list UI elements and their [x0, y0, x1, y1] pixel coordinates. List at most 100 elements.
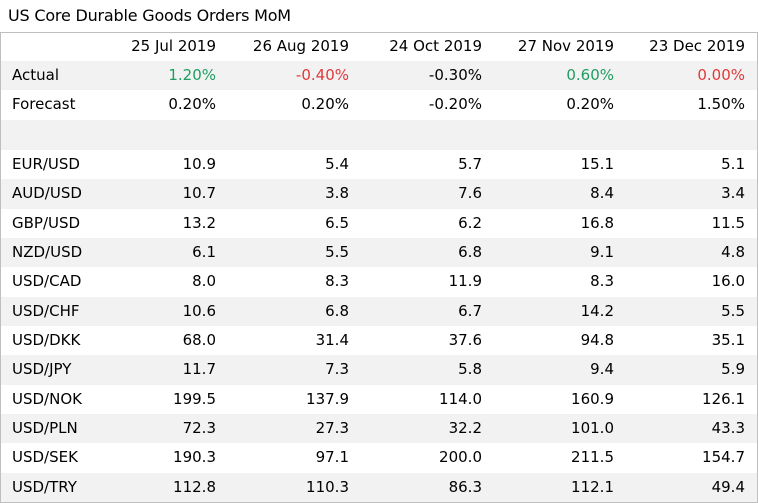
- pair-value: 94.8: [580, 331, 614, 350]
- row-label: Forecast: [12, 95, 76, 114]
- column-header: 25 Jul 2019: [131, 37, 216, 55]
- pair-value: 16.8: [580, 213, 614, 232]
- pair-value: 5.4: [325, 155, 349, 174]
- actual-row: Actual 1.20% -0.40% -0.30% 0.60% 0.00%: [0, 61, 757, 91]
- table-row: USD/PLN 72.3 27.3 32.2 101.0 43.3: [0, 413, 757, 444]
- pair-value: 160.9: [571, 389, 614, 408]
- table-row: AUD/USD 10.7 3.8 7.6 8.4 3.4: [0, 179, 757, 209]
- row-label: Actual: [0, 61, 98, 91]
- pair-value: 32.2: [361, 413, 494, 444]
- pair-value: 9.4: [494, 355, 626, 385]
- pair-value: 190.3: [173, 448, 216, 467]
- pair-value: 112.1: [494, 472, 626, 502]
- actual-value: 0.60%: [494, 61, 626, 91]
- table-row: GBP/USD 13.2 6.5 6.2 16.8 11.5: [0, 209, 757, 238]
- pair-value: 8.0: [192, 272, 216, 291]
- pair-value: 11.5: [711, 213, 745, 232]
- table-row: USD/SEK 190.3 97.1 200.0 211.5 154.7: [0, 443, 757, 472]
- pair-value: 9.1: [494, 237, 626, 268]
- column-header: 27 Nov 2019: [517, 37, 614, 55]
- pair-value: 43.3: [626, 413, 757, 444]
- table-row: USD/CAD 8.0 8.3 11.9 8.3 16.0: [0, 267, 757, 296]
- pair-label: USD/CHF: [0, 296, 98, 326]
- pair-value: 126.1: [702, 389, 745, 408]
- pair-value: 6.8: [361, 237, 494, 268]
- pair-value: 4.8: [626, 237, 757, 268]
- pair-value: 37.6: [448, 331, 482, 350]
- table-row: USD/JPY 11.7 7.3 5.8 9.4 5.9: [0, 355, 757, 385]
- pair-value: 101.0: [494, 413, 626, 444]
- pair-value: 11.7: [98, 355, 228, 385]
- pair-value: 49.4: [626, 472, 757, 502]
- pair-label: USD/PLN: [0, 413, 98, 444]
- column-header: 23 Dec 2019: [649, 37, 745, 55]
- pair-value: 199.5: [173, 389, 216, 408]
- forecast-value: 0.20%: [168, 95, 216, 114]
- pair-label: EUR/USD: [12, 155, 80, 174]
- forecast-value: 0.20%: [566, 95, 614, 114]
- pair-value: 211.5: [571, 448, 614, 467]
- pair-value: 10.7: [98, 179, 228, 209]
- pair-label: USD/NOK: [12, 389, 82, 408]
- table-row: USD/DKK 68.0 31.4 37.6 94.8 35.1: [0, 326, 757, 355]
- pair-value: 6.7: [361, 296, 494, 326]
- pair-value: 6.8: [228, 296, 361, 326]
- pair-value: 200.0: [439, 448, 482, 467]
- pair-value: 6.5: [325, 213, 349, 232]
- pair-value: 8.4: [494, 179, 626, 209]
- forecast-value: 1.50%: [697, 95, 745, 114]
- header-corner: [0, 32, 98, 61]
- pair-value: 5.8: [361, 355, 494, 385]
- pair-value: 72.3: [98, 413, 228, 444]
- pair-value: 6.1: [98, 237, 228, 268]
- pair-value: 3.4: [626, 179, 757, 209]
- pair-value: 31.4: [315, 331, 349, 350]
- column-header: 26 Aug 2019: [252, 37, 349, 55]
- actual-value: 1.20%: [98, 61, 228, 91]
- pair-value: 5.1: [721, 155, 745, 174]
- table-title: US Core Durable Goods Orders MoM: [8, 6, 291, 25]
- pair-value: 8.3: [325, 272, 349, 291]
- actual-value: -0.40%: [228, 61, 361, 91]
- pair-value: 68.0: [182, 331, 216, 350]
- forecast-value: 0.20%: [301, 95, 349, 114]
- pair-label: AUD/USD: [0, 179, 98, 209]
- pair-label: USD/SEK: [12, 448, 78, 467]
- pair-value: 5.5: [626, 296, 757, 326]
- pair-value: 97.1: [315, 448, 349, 467]
- header-row: 25 Jul 2019 26 Aug 2019 24 Oct 2019 27 N…: [0, 32, 757, 61]
- pair-label: USD/CAD: [12, 272, 82, 291]
- pair-value: 14.2: [494, 296, 626, 326]
- table-row: USD/CHF 10.6 6.8 6.7 14.2 5.5: [0, 296, 757, 326]
- pair-value: 35.1: [711, 331, 745, 350]
- pair-label: USD/DKK: [12, 331, 81, 350]
- pair-value: 10.6: [98, 296, 228, 326]
- pair-value: 7.3: [228, 355, 361, 385]
- pair-label: USD/JPY: [0, 355, 98, 385]
- data-table: 25 Jul 2019 26 Aug 2019 24 Oct 2019 27 N…: [0, 32, 757, 502]
- pair-value: 110.3: [228, 472, 361, 502]
- pair-value: 15.1: [580, 155, 614, 174]
- pair-value: 114.0: [439, 389, 482, 408]
- pair-value: 137.9: [306, 389, 349, 408]
- actual-value: -0.30%: [361, 61, 494, 91]
- table-row: NZD/USD 6.1 5.5 6.8 9.1 4.8: [0, 237, 757, 268]
- table-row: EUR/USD 10.9 5.4 5.7 15.1 5.1: [0, 150, 757, 179]
- pair-value: 5.7: [458, 155, 482, 174]
- actual-value: 0.00%: [626, 61, 757, 91]
- table-row: USD/NOK 199.5 137.9 114.0 160.9 126.1: [0, 385, 757, 414]
- column-header: 24 Oct 2019: [389, 37, 482, 55]
- pair-value: 8.3: [590, 272, 614, 291]
- pair-value: 5.5: [228, 237, 361, 268]
- spacer-row: [0, 119, 757, 150]
- table-row: USD/TRY 112.8 110.3 86.3 112.1 49.4: [0, 472, 757, 502]
- pair-value: 154.7: [702, 448, 745, 467]
- pair-value: 3.8: [228, 179, 361, 209]
- forecast-value: -0.20%: [428, 95, 482, 114]
- pair-label: GBP/USD: [12, 213, 81, 232]
- pair-value: 27.3: [228, 413, 361, 444]
- pair-value: 11.9: [448, 272, 482, 291]
- pair-value: 5.9: [626, 355, 757, 385]
- pair-label: USD/TRY: [0, 472, 98, 502]
- pair-value: 112.8: [98, 472, 228, 502]
